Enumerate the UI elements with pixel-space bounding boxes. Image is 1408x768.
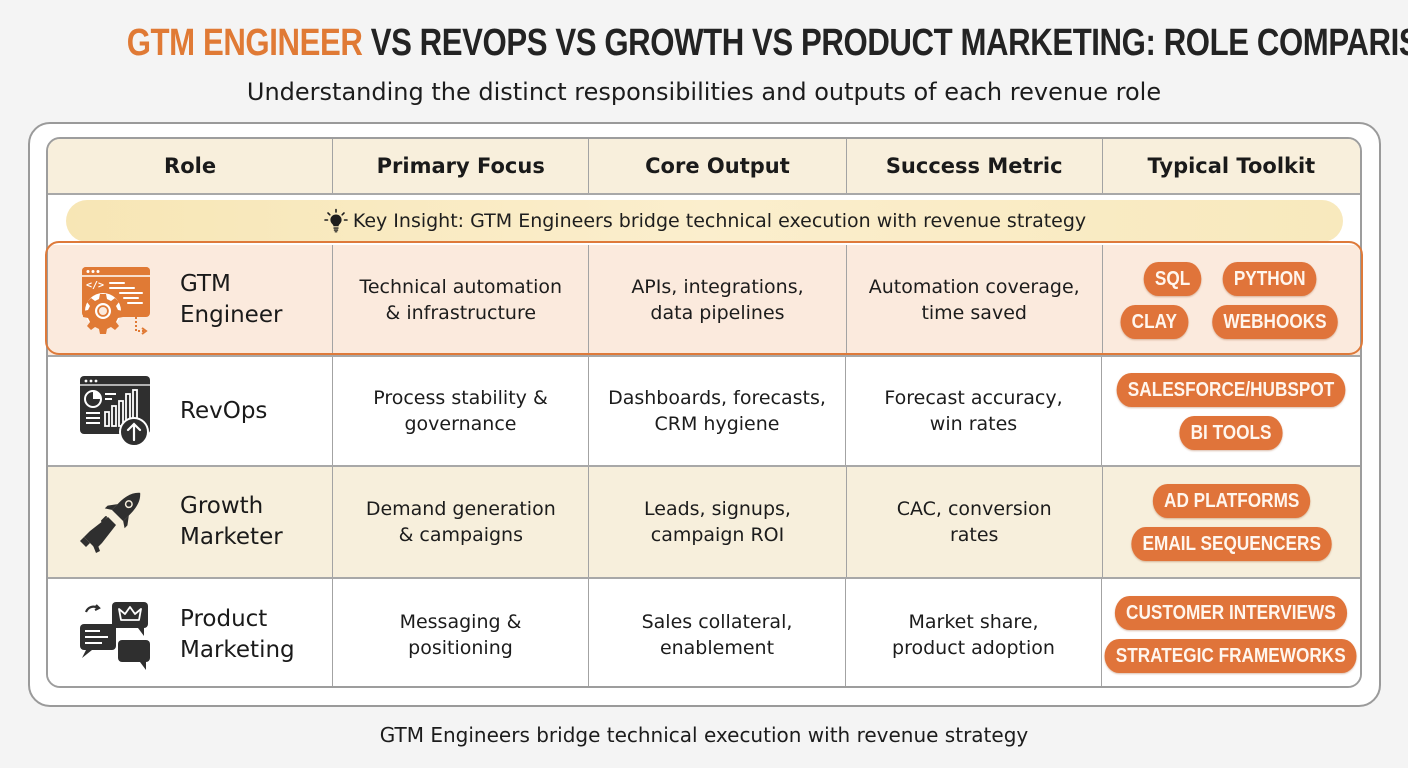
role-cell: </> GTM Engineer xyxy=(48,245,334,355)
success-metric-cell: CAC, conversion rates xyxy=(847,467,1103,577)
dashboard-chart-icon xyxy=(80,376,150,447)
tool-pill: AD PLATFORMS xyxy=(1152,483,1311,518)
toolkit-cell: AD PLATFORMS EMAIL SEQUENCERS xyxy=(1103,467,1360,577)
chat-crown-icon xyxy=(80,601,150,670)
primary-focus-cell: Technical automation & infrastructure xyxy=(333,245,590,355)
core-output-cell: Sales collateral, enablement xyxy=(589,579,846,686)
primary-focus-cell: Process stability & governance xyxy=(333,357,589,465)
table-row-growth-marketer: Growth Marketer Demand generation & camp… xyxy=(48,467,1360,579)
column-header-core-output: Core Output xyxy=(589,139,847,193)
tool-pill: PYTHON xyxy=(1222,261,1317,296)
table-row-revops: RevOps Process stability & governance Da… xyxy=(48,357,1360,467)
title-accent: GTM ENGINEER xyxy=(126,22,363,64)
tool-pill: SALESFORCE/HUBSPOT xyxy=(1116,372,1346,407)
table-row-product-marketing: Product Marketing Messaging & positionin… xyxy=(48,579,1360,686)
key-insight-banner: Key Insight: GTM Engineers bridge techni… xyxy=(66,200,1343,242)
success-metric-cell: Automation coverage, time saved xyxy=(847,245,1103,355)
table-header: Role Primary Focus Core Output Success M… xyxy=(48,139,1360,195)
svg-text:</>: </> xyxy=(86,280,104,291)
insight-row: Key Insight: GTM Engineers bridge techni… xyxy=(48,195,1360,245)
success-metric-cell: Forecast accuracy, win rates xyxy=(846,357,1103,465)
column-header-typical-toolkit: Typical Toolkit xyxy=(1147,154,1316,178)
primary-focus-cell: Demand generation & campaigns xyxy=(333,467,590,577)
tool-pill: BI TOOLS xyxy=(1179,415,1283,450)
tool-pill: CLAY xyxy=(1120,304,1188,339)
toolkit-cell: CUSTOMER INTERVIEWS STRATEGIC FRAMEWORKS xyxy=(1102,579,1360,686)
role-name: Growth Marketer xyxy=(180,493,283,550)
table-row-gtm-engineer: </> GTM Engineer Technical automation & … xyxy=(48,245,1360,357)
role-cell: RevOps xyxy=(48,357,333,465)
core-output-cell: APIs, integrations, data pipelines xyxy=(589,245,847,355)
comparison-table: Role Primary Focus Core Output Success M… xyxy=(46,137,1362,688)
tool-pill: WEBHOOKS xyxy=(1212,304,1338,339)
toolkit-cell: SQL PYTHON CLAY WEBHOOKS xyxy=(1103,245,1360,355)
role-name: RevOps xyxy=(180,397,268,424)
footer-caption: GTM Engineers bridge technical execution… xyxy=(379,723,1029,747)
primary-focus-cell: Messaging & positioning xyxy=(333,579,589,686)
page-title: GTM ENGINEER VS REVOPS VS GROWTH VS PROD… xyxy=(126,22,1408,65)
title-rest: VS REVOPS VS GROWTH VS PRODUCT MARKETING… xyxy=(362,22,1408,64)
role-cell: Growth Marketer xyxy=(48,467,334,577)
column-header-success-metric: Success Metric xyxy=(847,139,1103,193)
key-insight-text: Key Insight: GTM Engineers bridge techni… xyxy=(352,210,1087,232)
column-header-primary-focus: Primary Focus xyxy=(333,139,590,193)
column-header-role: Role xyxy=(48,139,334,193)
core-output-cell: Dashboards, forecasts, CRM hygiene xyxy=(589,357,846,465)
toolkit-cell: SALESFORCE/HUBSPOT BI TOOLS xyxy=(1102,357,1360,465)
tool-pill: SQL xyxy=(1143,261,1202,296)
page-subtitle: Understanding the distinct responsibilit… xyxy=(246,78,1162,106)
core-output-cell: Leads, signups, campaign ROI xyxy=(589,467,847,577)
code-gear-icon: </> xyxy=(82,267,150,335)
success-metric-cell: Market share, product adoption xyxy=(846,579,1103,686)
role-cell: Product Marketing xyxy=(48,579,333,686)
role-name: GTM Engineer xyxy=(180,271,283,328)
role-name: Product Marketing xyxy=(180,605,295,663)
rocket-megaphone-icon xyxy=(80,492,141,553)
tool-pill: CUSTOMER INTERVIEWS xyxy=(1115,596,1348,630)
tool-pill: EMAIL SEQUENCERS xyxy=(1131,526,1332,561)
lightbulb-icon xyxy=(324,208,348,233)
tool-pill: STRATEGIC FRAMEWORKS xyxy=(1104,639,1358,673)
